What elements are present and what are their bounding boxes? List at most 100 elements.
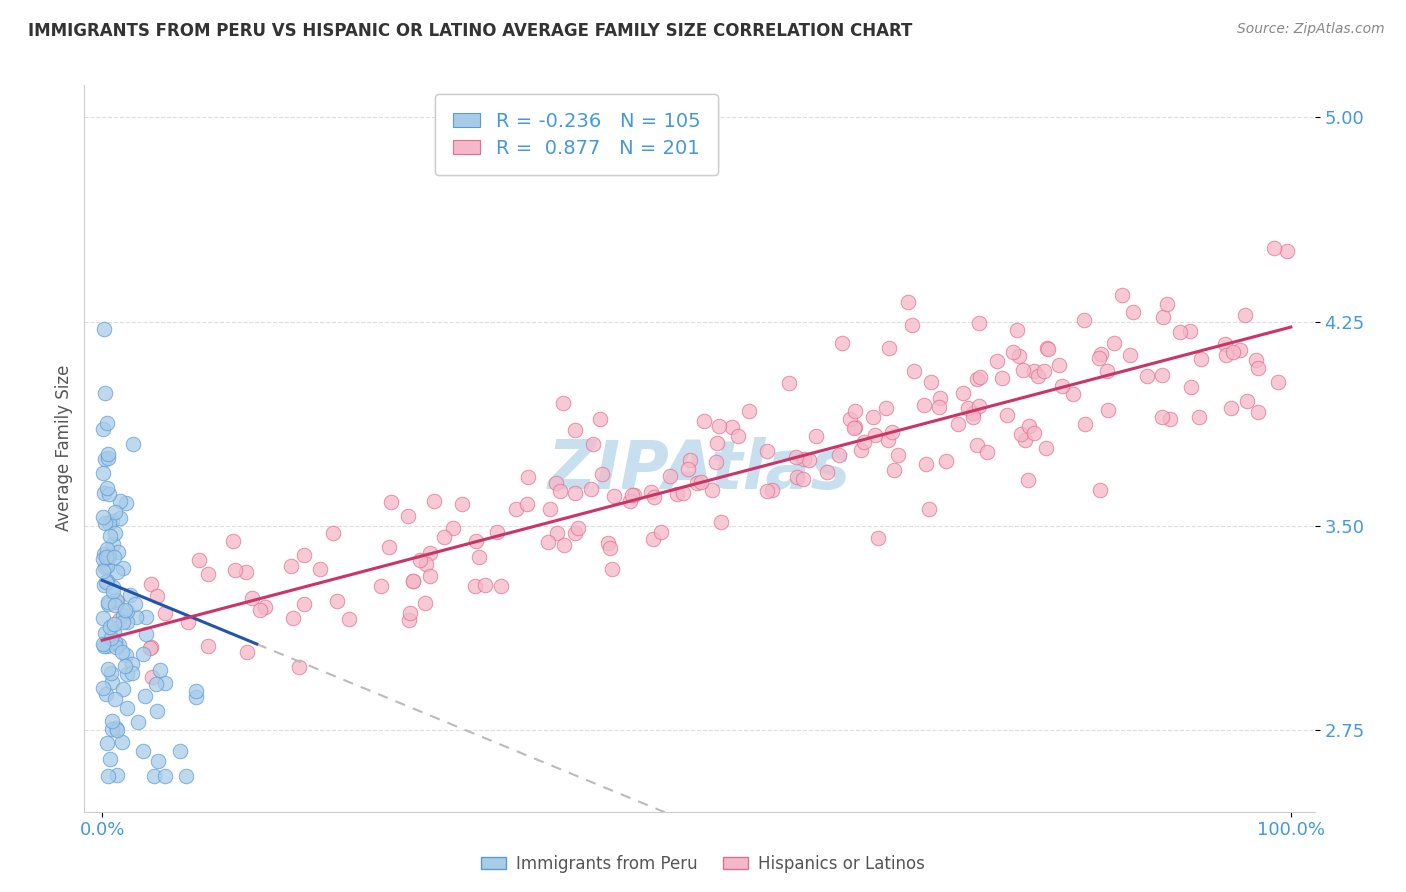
Point — [96, 416, 118, 430]
Text: IMMIGRANTS FROM PERU VS HISPANIC OR LATINO AVERAGE FAMILY SIZE CORRELATION CHART: IMMIGRANTS FROM PERU VS HISPANIC OR LATI… — [28, 22, 912, 40]
Point — [883, 463, 905, 477]
Point — [1095, 364, 1118, 378]
Point — [93, 486, 115, 500]
Point — [423, 494, 446, 508]
Point — [97, 769, 120, 783]
Point — [1052, 378, 1074, 392]
Point — [402, 574, 425, 588]
Point — [640, 484, 662, 499]
Point — [112, 560, 135, 574]
Point — [134, 690, 156, 704]
Point — [188, 553, 211, 567]
Point — [912, 399, 935, 413]
Point — [956, 401, 979, 415]
Point — [700, 483, 723, 497]
Point — [153, 606, 176, 620]
Point — [967, 316, 990, 330]
Point — [505, 502, 527, 516]
Point — [690, 475, 713, 489]
Point — [1233, 308, 1256, 322]
Point — [967, 399, 990, 413]
Point — [792, 472, 814, 486]
Point — [104, 526, 127, 541]
Point — [143, 769, 166, 783]
Point — [551, 396, 574, 410]
Point — [1150, 368, 1173, 383]
Point — [101, 580, 124, 594]
Point — [169, 743, 191, 757]
Point — [121, 657, 143, 671]
Point — [686, 475, 709, 490]
Point — [93, 681, 115, 696]
Point — [875, 401, 897, 415]
Point — [419, 568, 441, 582]
Point — [786, 470, 808, 484]
Point — [441, 521, 464, 535]
Point — [538, 502, 561, 516]
Point — [603, 490, 626, 504]
Point — [105, 723, 128, 737]
Point — [581, 483, 603, 497]
Point — [97, 661, 120, 675]
Point — [778, 376, 800, 390]
Point — [94, 687, 117, 701]
Point — [91, 564, 114, 578]
Point — [224, 563, 246, 577]
Point — [517, 469, 540, 483]
Point — [516, 496, 538, 510]
Point — [918, 502, 941, 516]
Point — [122, 437, 145, 451]
Point — [1032, 364, 1054, 378]
Point — [897, 295, 920, 310]
Point — [93, 547, 115, 561]
Point — [756, 483, 779, 498]
Point — [489, 579, 512, 593]
Point — [101, 584, 124, 599]
Point — [976, 444, 998, 458]
Point — [468, 550, 491, 565]
Point — [97, 595, 120, 609]
Point — [415, 558, 437, 572]
Point — [104, 635, 127, 649]
Point — [1018, 419, 1040, 434]
Point — [103, 617, 125, 632]
Point — [946, 417, 969, 432]
Point — [94, 516, 117, 530]
Point — [197, 639, 219, 653]
Point — [104, 593, 127, 607]
Point — [1136, 369, 1159, 384]
Point — [1011, 362, 1033, 376]
Point — [94, 560, 117, 574]
Point — [793, 452, 815, 467]
Point — [131, 744, 153, 758]
Point — [1026, 369, 1049, 384]
Point — [104, 692, 127, 706]
Point — [141, 670, 163, 684]
Point — [1152, 410, 1174, 425]
Point — [474, 577, 496, 591]
Point — [903, 364, 925, 378]
Point — [886, 448, 908, 462]
Point — [292, 548, 315, 562]
Point — [962, 410, 984, 425]
Point — [582, 437, 605, 451]
Point — [111, 615, 134, 629]
Point — [111, 645, 134, 659]
Point — [115, 496, 138, 510]
Point — [174, 769, 197, 783]
Point — [986, 354, 1008, 368]
Point — [1263, 241, 1285, 255]
Point — [96, 736, 118, 750]
Point — [149, 663, 172, 677]
Point — [704, 455, 727, 469]
Point — [969, 370, 991, 384]
Point — [966, 437, 988, 451]
Point — [1017, 473, 1039, 487]
Point — [124, 597, 146, 611]
Point — [103, 550, 125, 565]
Point — [797, 452, 820, 467]
Point — [145, 589, 167, 603]
Point — [619, 494, 641, 508]
Point — [815, 465, 838, 479]
Point — [97, 597, 120, 611]
